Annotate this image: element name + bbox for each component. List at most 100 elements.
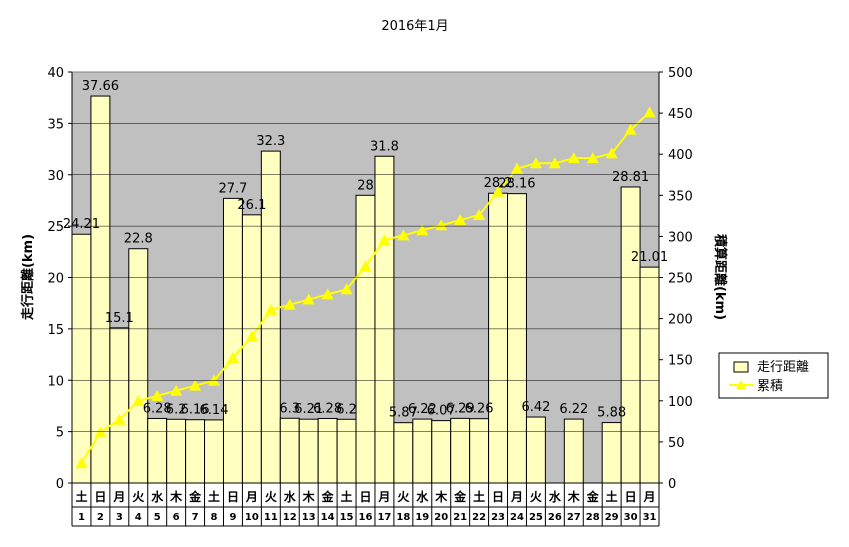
cumulative-marker [624,123,637,135]
x-day-label: 31 [643,512,657,523]
data-label: 6.2 [336,402,357,417]
x-day-label: 20 [434,512,448,523]
cumulative-marker [226,351,239,363]
cumulative-marker [492,185,505,197]
x-day-label: 12 [283,512,297,523]
cumulative-marker [359,260,372,272]
cumulative-marker [189,379,202,391]
cumulative-marker [302,293,315,305]
x-weekday-label: 土 [606,489,618,504]
x-day-label: 7 [192,512,199,523]
x-day-label: 5 [154,512,161,523]
x-weekday-label: 木 [169,489,183,504]
data-label: 6.28 [143,401,172,416]
x-weekday-label: 月 [510,490,523,504]
data-label: 22.8 [124,232,153,247]
bar [412,418,433,484]
bar [317,417,338,484]
cumulative-marker [454,214,467,226]
x-day-label: 2 [97,512,104,523]
data-label: 28 [357,178,374,193]
legend-swatch-bar [733,361,749,373]
legend-box [718,352,829,399]
y2-tick-label: 300 [668,230,693,245]
y-axis-label: 走行距離(km) [20,234,36,320]
bar [128,248,149,484]
y2-tick-label: 450 [668,107,693,122]
data-label: 21.01 [631,250,668,265]
x-day-label: 11 [264,512,278,523]
cumulative-marker [113,413,126,425]
bar [525,416,546,484]
data-label: 32.3 [256,134,285,149]
legend-marker [736,380,746,389]
cumulative-marker [510,162,523,174]
x-weekday-label: 火 [132,490,145,504]
x-weekday-label: 日 [492,490,504,504]
cumulative-marker [567,152,580,164]
bar [507,193,527,484]
data-label: 6.42 [521,400,550,415]
bar [222,197,243,484]
y-tick-label: 20 [47,272,64,287]
x-day-label: 29 [605,512,619,523]
x-day-label: 28 [586,512,600,523]
cumulative-marker [340,283,353,295]
cumulative-marker [264,303,277,315]
data-label: 28.16 [498,177,535,192]
data-label: 27.7 [218,181,247,196]
bar [639,266,660,484]
chart-title: 2016年1月 [381,19,448,34]
x-weekday-label: 金 [586,489,600,504]
data-label: 28.81 [612,170,649,185]
x-day-label: 14 [321,512,335,523]
x-weekday-label: 月 [245,490,258,504]
data-label: 6.16 [181,403,210,418]
cumulative-marker [586,152,599,164]
y-tick-label: 40 [47,66,64,81]
bar [166,418,187,484]
data-label: 6.29 [446,401,475,416]
data-label: 6.14 [200,403,229,418]
bar [620,186,641,484]
data-label: 6.22 [408,402,437,417]
data-label: 26.1 [237,198,266,213]
cumulative-marker [75,457,88,469]
x-weekday-label: 月 [112,490,125,504]
legend-label-bar: 走行距離 [757,360,809,375]
cumulative-marker [132,394,145,406]
bar [469,418,490,484]
data-label: 6.07 [427,404,456,419]
x-day-label: 4 [135,512,142,523]
x-weekday-label: 土 [208,489,220,504]
x-weekday-label: 日 [625,490,637,504]
x-day-label: 27 [567,512,581,523]
x-day-label: 22 [472,512,486,523]
x-day-label: 8 [211,512,218,523]
x-day-label: 25 [529,512,543,523]
cumulative-marker [529,157,542,169]
y2-tick-label: 0 [668,477,676,492]
x-weekday-label: 火 [530,490,543,504]
bar [185,419,206,484]
bar [355,194,376,484]
cumulative-marker [170,384,183,396]
x-day-label: 30 [624,512,638,523]
bar [431,420,452,484]
cumulative-marker [283,298,296,310]
cumulative-marker [245,330,258,342]
bar [71,233,92,484]
x-day-label: 16 [359,512,373,523]
data-label: 28.2 [484,176,513,191]
data-label: 5.87 [389,406,418,421]
bar [450,417,471,484]
cumulative-marker [321,288,334,300]
data-label: 6.28 [313,401,342,416]
x-day-label: 23 [491,512,505,523]
x-day-label: 9 [229,512,236,523]
x-day-label: 10 [245,512,259,523]
x-day-label: 21 [453,512,467,523]
y2-tick-label: 200 [668,313,693,328]
data-label: 31.8 [370,139,399,154]
x-weekday-label: 日 [359,490,371,504]
